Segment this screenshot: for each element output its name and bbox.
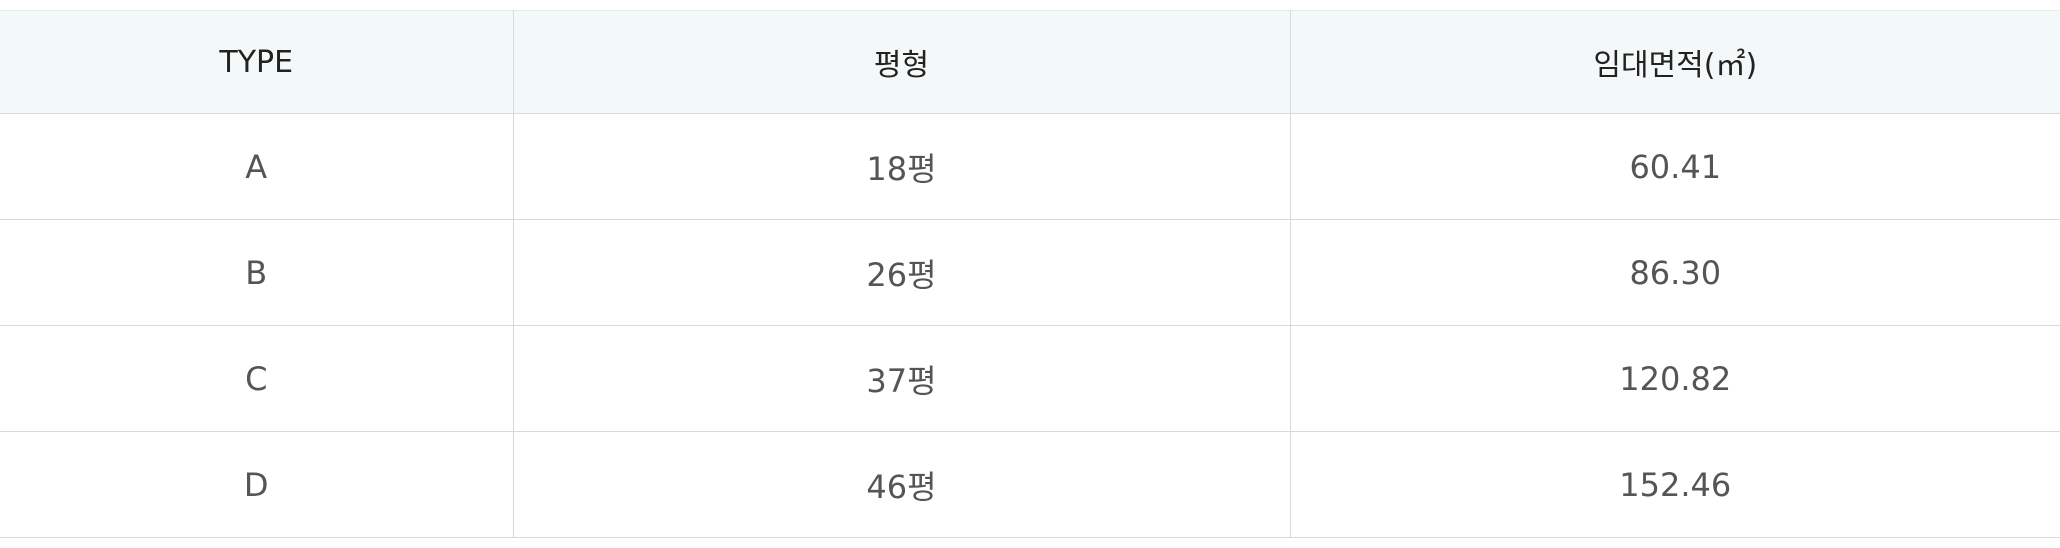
header-type: TYPE	[0, 10, 514, 114]
cell-type: D	[0, 431, 514, 538]
cell-area: 60.41	[1290, 113, 2060, 220]
table-row: A 18평 60.41	[0, 113, 2060, 220]
cell-type: C	[0, 325, 514, 432]
cell-pyeong: 46평	[513, 431, 1291, 538]
cell-type: B	[0, 219, 514, 326]
cell-area: 152.46	[1290, 431, 2060, 538]
table-row: D 46평 152.46	[0, 431, 2060, 538]
table-body: A 18평 60.41 B 26평 86.30 C 37평 120.82 D 4…	[0, 113, 2060, 538]
table-row: B 26평 86.30	[0, 219, 2060, 326]
header-rental-area: 임대면적(㎡)	[1290, 10, 2060, 114]
cell-pyeong: 26평	[513, 219, 1291, 326]
header-row: TYPE 평형 임대면적(㎡)	[0, 10, 2060, 114]
rental-area-table: TYPE 평형 임대면적(㎡) A 18평 60.41 B 26평 86.30 …	[0, 10, 2060, 538]
cell-area: 86.30	[1290, 219, 2060, 326]
header-pyeong: 평형	[513, 10, 1291, 114]
cell-type: A	[0, 113, 514, 220]
cell-pyeong: 37평	[513, 325, 1291, 432]
cell-area: 120.82	[1290, 325, 2060, 432]
cell-pyeong: 18평	[513, 113, 1291, 220]
table-row: C 37평 120.82	[0, 325, 2060, 432]
table-header: TYPE 평형 임대면적(㎡)	[0, 10, 2060, 114]
rental-area-table-container: TYPE 평형 임대면적(㎡) A 18평 60.41 B 26평 86.30 …	[0, 10, 2060, 538]
